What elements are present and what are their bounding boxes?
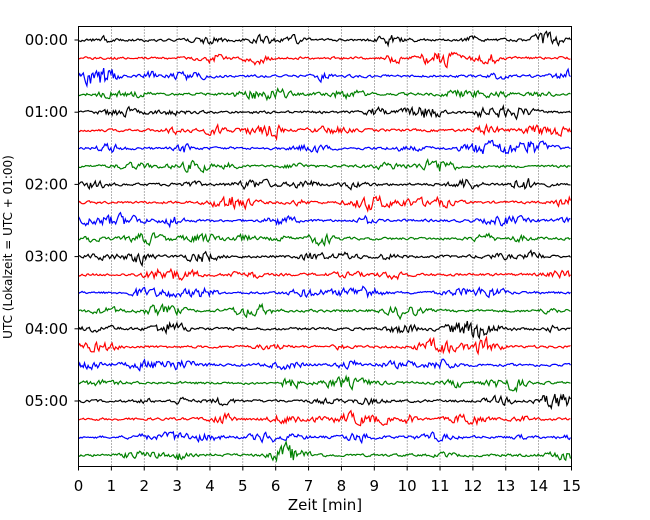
trace-line [78, 430, 572, 445]
plot-frame [78, 26, 572, 467]
trace-line [77, 335, 571, 356]
x-tick-label: 13 [496, 477, 515, 495]
y-tick-label: 05:00 [25, 392, 68, 410]
trace-line [78, 249, 571, 268]
trace-line [78, 139, 571, 155]
x-tick-label: 15 [562, 477, 581, 495]
x-tick-label: 10 [398, 477, 417, 495]
y-axis: 00:00 01:00 02:00 03:00 04:00 05:00 [25, 31, 79, 410]
trace-line [78, 393, 572, 411]
x-tick-label: 7 [304, 477, 314, 495]
trace-line [78, 103, 571, 121]
x-tick-label: 14 [529, 477, 548, 495]
trace-line [78, 267, 571, 281]
trace-line [78, 194, 572, 213]
y-tick-label: 04:00 [25, 320, 68, 338]
x-tick-label: 3 [172, 477, 182, 495]
trace-line [78, 439, 572, 463]
x-axis: 0 1 2 3 4 5 6 7 8 9 10 11 12 13 14 15 [74, 466, 581, 495]
x-axis-label: Zeit [min] [288, 496, 362, 514]
y-tick-label: 01:00 [25, 103, 68, 121]
y-axis-label: UTC (Lokalzeit = UTC + 01:00) [1, 155, 15, 339]
trace-line [78, 374, 571, 393]
x-tick-label: 5 [238, 477, 248, 495]
trace-line [78, 285, 571, 299]
x-tick-label: 9 [370, 477, 380, 495]
x-tick-label: 11 [430, 477, 449, 495]
trace-line [78, 232, 571, 248]
trace-line [78, 177, 571, 191]
x-tick-label: 0 [74, 477, 84, 495]
trace-line [78, 302, 571, 321]
x-tick-label: 1 [107, 477, 117, 495]
y-tick-label: 00:00 [25, 31, 68, 49]
trace-line [78, 30, 572, 48]
y-tick-label: 03:00 [25, 248, 68, 266]
x-tick-label: 6 [271, 477, 281, 495]
trace-line [77, 320, 571, 340]
trace-series [77, 30, 572, 463]
vertical-grid [111, 26, 539, 467]
x-tick-label: 2 [139, 477, 149, 495]
trace-line [77, 67, 571, 89]
y-tick-label: 02:00 [25, 175, 68, 193]
trace-line [78, 409, 571, 427]
x-tick-label: 8 [337, 477, 347, 495]
x-tick-label: 12 [463, 477, 482, 495]
trace-line [78, 158, 571, 174]
trace-line [77, 358, 571, 372]
trace-line [77, 211, 571, 229]
trace-line [78, 87, 571, 102]
x-tick-label: 4 [205, 477, 215, 495]
trace-line [78, 51, 571, 69]
trace-line [78, 122, 572, 142]
